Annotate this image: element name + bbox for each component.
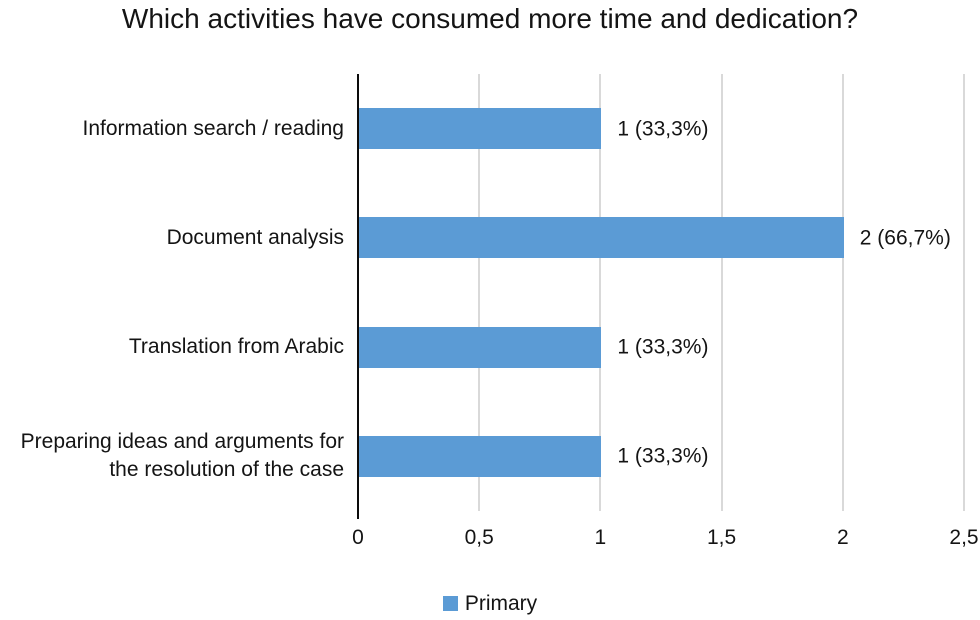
data-label: 2 (66,7%) (859, 226, 951, 250)
category-label: Translation from Arabic (128, 335, 344, 359)
data-label: 1 (33,3%) (617, 335, 709, 359)
bar (359, 108, 602, 150)
x-axis-tick-label: 0 (352, 526, 364, 549)
category-label: Preparing ideas and arguments for the re… (20, 430, 344, 482)
gridline (841, 74, 844, 511)
data-label: 1 (33,3%) (617, 444, 709, 468)
x-axis-tick-label: 2 (836, 526, 849, 549)
x-axis-tick-label: 0,5 (464, 526, 494, 549)
category-axis-line (357, 74, 359, 519)
x-axis-tick-label: 1,5 (706, 526, 737, 549)
legend-series-label: Primary (464, 592, 538, 615)
bar (359, 217, 844, 259)
plot-area (357, 74, 965, 519)
x-axis-tick-label: 2,5 (949, 526, 979, 549)
category-label: Information search / reading (82, 116, 344, 140)
data-label: 1 (33,3%) (617, 117, 709, 141)
legend: Primary (0, 592, 980, 616)
gridline (720, 74, 723, 511)
bar (359, 326, 602, 368)
x-axis-tick-label: 1 (594, 526, 607, 549)
gridline (478, 74, 481, 511)
gridline (599, 74, 602, 511)
legend-swatch-icon (442, 596, 458, 611)
category-label: Document analysis (166, 225, 344, 249)
bar (359, 435, 602, 477)
gridline (963, 74, 965, 511)
chart-title: Which activities have consumed more time… (121, 3, 859, 34)
